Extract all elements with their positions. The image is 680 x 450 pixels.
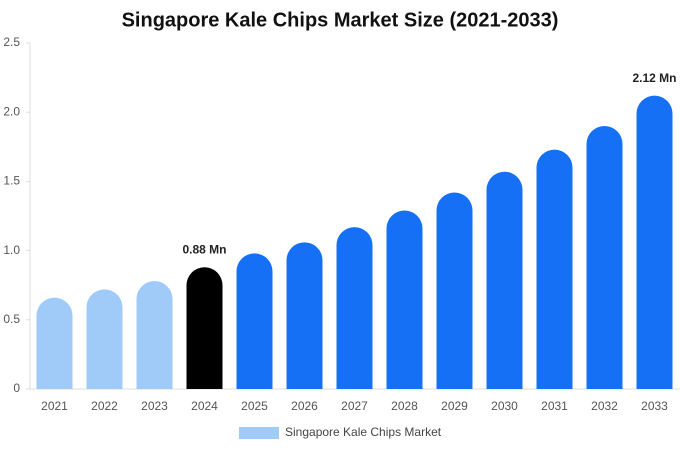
y-tick-label: 0 [13,381,20,395]
legend-swatch [239,427,279,439]
bar [636,95,673,389]
x-tick-label: 2029 [441,399,468,413]
x-tick-label: 2028 [391,399,418,413]
x-tick-label: 2030 [491,399,518,413]
bar [86,289,123,389]
y-tick-label: 0.5 [3,312,20,326]
x-tick-label: 2032 [591,399,618,413]
x-tick-label: 2023 [141,399,168,413]
x-tick-label: 2025 [241,399,268,413]
x-tick-label: 2031 [541,399,568,413]
bar [286,242,323,389]
legend-label: Singapore Kale Chips Market [285,425,442,439]
value-label: 2.12 Mn [632,71,676,85]
bar [36,297,73,389]
value-label: 0.88 Mn [182,242,226,256]
x-tick-label: 2027 [341,399,368,413]
bar [186,267,223,389]
x-tick-label: 2024 [191,399,218,413]
bar [336,227,373,389]
bar [386,210,423,389]
bar [136,281,173,389]
x-tick-label: 2033 [641,399,668,413]
bar [486,171,523,389]
chart-title: Singapore Kale Chips Market Size (2021-2… [122,9,559,31]
bar [436,192,473,389]
bar [536,149,573,389]
y-tick-label: 2.5 [3,35,20,49]
y-tick-label: 1.5 [3,174,20,188]
y-tick-label: 1.0 [3,243,20,257]
x-tick-label: 2022 [91,399,118,413]
x-tick-label: 2021 [41,399,68,413]
y-tick-label: 2.0 [3,104,20,118]
bar [586,126,623,390]
x-tick-label: 2026 [291,399,318,413]
bar [236,253,273,389]
